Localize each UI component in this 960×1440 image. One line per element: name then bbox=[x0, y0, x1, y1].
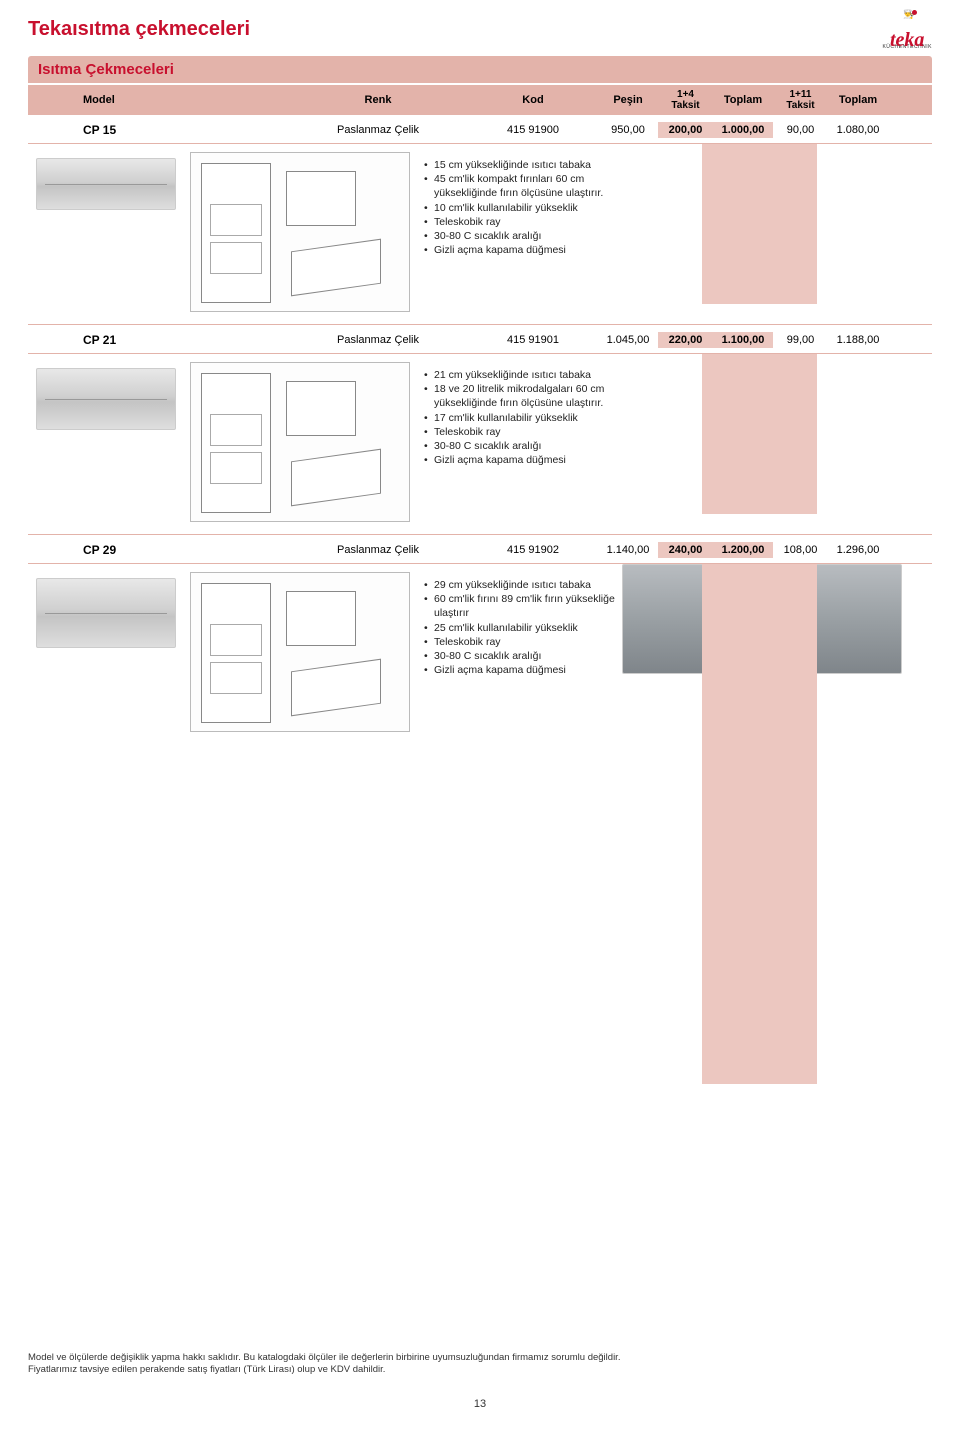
feature-item: 45 cm'lik kompakt fırınları 60 cm yüksek… bbox=[424, 172, 642, 200]
price-column-tail bbox=[642, 564, 932, 1084]
feature-item: Teleskobik ray bbox=[424, 635, 642, 649]
price-111: 108,00 bbox=[773, 542, 828, 558]
price-14: 240,00 bbox=[658, 542, 713, 558]
table-header: Model Renk Kod Peşin 1+4Taksit Toplam 1+… bbox=[28, 83, 932, 115]
product-thumb bbox=[36, 158, 176, 210]
col-model: Model bbox=[28, 85, 288, 115]
feature-item: 10 cm'lik kullanılabilir yükseklik bbox=[424, 201, 642, 215]
col-1-11: 1+11Taksit bbox=[773, 85, 828, 115]
model-name: CP 21 bbox=[28, 331, 288, 349]
brand-name: Teka bbox=[28, 18, 72, 40]
price-14: 220,00 bbox=[658, 332, 713, 348]
price-cash: 1.045,00 bbox=[598, 332, 658, 348]
product-color: Paslanmaz Çelik bbox=[288, 542, 468, 558]
product-detail: 29 cm yüksekliğinde ısıtıcı tabaka 60 cm… bbox=[28, 564, 642, 744]
price-111: 99,00 bbox=[773, 332, 828, 348]
product-color: Paslanmaz Çelik bbox=[288, 332, 468, 348]
feature-item: 30-80 C sıcaklık aralığı bbox=[424, 649, 642, 663]
feature-item: 21 cm yüksekliğinde ısıtıcı tabaka bbox=[424, 368, 642, 382]
model-name: CP 15 bbox=[28, 121, 288, 139]
col-1-4: 1+4Taksit bbox=[658, 85, 713, 115]
dimension-diagram bbox=[190, 362, 410, 522]
product-thumb bbox=[36, 578, 176, 648]
product-color: Paslanmaz Çelik bbox=[288, 122, 468, 138]
price-14: 200,00 bbox=[658, 122, 713, 138]
product-row: CP 15 Paslanmaz Çelik 415 91900 950,00 2… bbox=[28, 115, 932, 143]
footer-line-1: Model ve ölçülerde değişiklik yapma hakk… bbox=[28, 1352, 932, 1365]
col-toplam-1: Toplam bbox=[713, 85, 773, 115]
product-row: CP 21 Paslanmaz Çelik 415 91901 1.045,00… bbox=[28, 325, 932, 353]
feature-item: Gizli açma kapama düğmesi bbox=[424, 663, 642, 677]
feature-item: 60 cm'lik fırını 89 cm'lik fırın yüksekl… bbox=[424, 592, 642, 620]
footer-notes: Model ve ölçülerde değişiklik yapma hakk… bbox=[28, 1352, 932, 1412]
feature-item: Teleskobik ray bbox=[424, 425, 642, 439]
feature-list: 29 cm yüksekliğinde ısıtıcı tabaka 60 cm… bbox=[424, 572, 642, 677]
feature-item: Gizli açma kapama düğmesi bbox=[424, 453, 642, 467]
model-name: CP 29 bbox=[28, 541, 288, 559]
brand-suffix: ısıtma çekmeceleri bbox=[72, 18, 250, 40]
price-tot1: 1.100,00 bbox=[713, 332, 773, 348]
feature-item: 15 cm yüksekliğinde ısıtıcı tabaka bbox=[424, 158, 642, 172]
feature-item: Gizli açma kapama düğmesi bbox=[424, 243, 642, 257]
product-row: CP 29 Paslanmaz Çelik 415 91902 1.140,00… bbox=[28, 535, 932, 563]
product-code: 415 91902 bbox=[468, 542, 598, 558]
feature-item: 29 cm yüksekliğinde ısıtıcı tabaka bbox=[424, 578, 642, 592]
section-title: Isıtma Çekmeceleri bbox=[28, 56, 932, 83]
price-tot2: 1.188,00 bbox=[828, 332, 888, 348]
feature-item: 18 ve 20 litrelik mikrodalgaları 60 cm y… bbox=[424, 382, 642, 410]
product-thumb bbox=[36, 368, 176, 430]
price-tot1: 1.000,00 bbox=[713, 122, 773, 138]
logo-text: teka bbox=[882, 30, 932, 50]
dimension-diagram bbox=[190, 572, 410, 732]
feature-list: 15 cm yüksekliğinde ısıtıcı tabaka 45 cm… bbox=[424, 152, 642, 257]
col-renk: Renk bbox=[288, 85, 468, 115]
price-column-tail bbox=[642, 354, 932, 534]
feature-item: 30-80 C sıcaklık aralığı bbox=[424, 439, 642, 453]
dimension-diagram bbox=[190, 152, 410, 312]
col-kod: Kod bbox=[468, 85, 598, 115]
price-cash: 950,00 bbox=[598, 122, 658, 138]
price-cash: 1.140,00 bbox=[598, 542, 658, 558]
price-tot2: 1.080,00 bbox=[828, 122, 888, 138]
price-tot2: 1.296,00 bbox=[828, 542, 888, 558]
price-column-tail bbox=[642, 144, 932, 324]
price-111: 90,00 bbox=[773, 122, 828, 138]
col-toplam-2: Toplam bbox=[828, 85, 888, 115]
product-detail: 15 cm yüksekliğinde ısıtıcı tabaka 45 cm… bbox=[28, 144, 642, 324]
price-tot1: 1.200,00 bbox=[713, 542, 773, 558]
col-pesin: Peşin bbox=[598, 85, 658, 115]
feature-item: 25 cm'lik kullanılabilir yükseklik bbox=[424, 621, 642, 635]
feature-list: 21 cm yüksekliğinde ısıtıcı tabaka 18 ve… bbox=[424, 362, 642, 467]
product-code: 415 91900 bbox=[468, 122, 598, 138]
feature-item: Teleskobik ray bbox=[424, 215, 642, 229]
page-number: 13 bbox=[28, 1397, 932, 1412]
feature-item: 17 cm'lik kullanılabilir yükseklik bbox=[424, 411, 642, 425]
page-title: Tekaısıtma çekmeceleri bbox=[28, 18, 250, 41]
feature-item: 30-80 C sıcaklık aralığı bbox=[424, 229, 642, 243]
product-code: 415 91901 bbox=[468, 332, 598, 348]
footer-line-2: Fiyatlarımız tavsiye edilen perakende sa… bbox=[28, 1364, 932, 1377]
brand-logo: 👨‍🍳 teka KÜCHENTECHNIK bbox=[882, 18, 932, 50]
product-detail: 21 cm yüksekliğinde ısıtıcı tabaka 18 ve… bbox=[28, 354, 642, 534]
